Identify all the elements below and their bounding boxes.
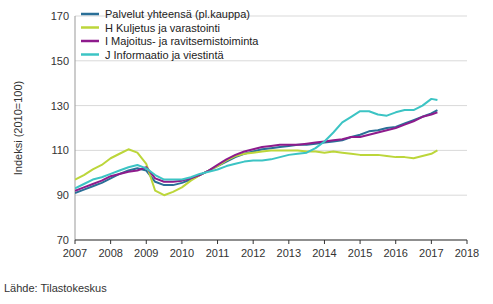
legend-label: H Kuljetus ja varastointi <box>105 22 220 34</box>
legend-label: I Majoitus- ja ravitsemistoiminta <box>105 35 259 47</box>
x-tick-label: 2018 <box>455 247 479 259</box>
x-tick-label: 2011 <box>206 247 230 259</box>
source: Lähde: Tilastokeskus <box>4 282 107 294</box>
chart: 70 90 110 130 150 170 2007 2008 2009 2010 2011 2012… <box>0 0 493 304</box>
x-tick <box>181 240 182 244</box>
x-tick <box>467 240 468 244</box>
x-tick-label: 2017 <box>419 247 443 259</box>
legend-swatch <box>81 40 99 43</box>
x-tick-label: 2016 <box>383 247 407 259</box>
x-tick-label: 2012 <box>241 247 265 259</box>
y-tick-label: 70 <box>57 234 69 246</box>
x-tick-label: 2007 <box>63 247 87 259</box>
series-line <box>75 112 437 190</box>
grid-line <box>75 240 467 241</box>
x-tick-label: 2014 <box>312 247 336 259</box>
grid-line <box>75 105 467 106</box>
x-tick-label: 2010 <box>170 247 194 259</box>
y-tick-label: 130 <box>51 100 69 112</box>
y-axis-label: Indeksi (2010=100) <box>12 81 24 175</box>
x-tick-label: 2008 <box>98 247 122 259</box>
x-tick <box>75 240 76 244</box>
x-tick <box>360 240 361 244</box>
x-tick <box>253 240 254 244</box>
x-tick-label: 2015 <box>348 247 372 259</box>
y-axis <box>75 16 76 240</box>
legend-swatch <box>81 53 99 56</box>
series-line <box>75 99 437 189</box>
x-tick-label: 2009 <box>134 247 158 259</box>
legend-swatch <box>81 26 99 29</box>
legend-swatch <box>81 13 99 16</box>
y-tick-label: 150 <box>51 55 69 67</box>
x-axis <box>75 240 467 241</box>
plot-area <box>75 99 437 195</box>
x-tick <box>395 240 396 244</box>
x-tick-label: 2013 <box>277 247 301 259</box>
legend-label: J Informaatio ja viestintä <box>105 49 224 61</box>
x-tick <box>146 240 147 244</box>
x-tick <box>110 240 111 244</box>
y-tick-label: 90 <box>57 189 69 201</box>
y-tick-label: 170 <box>51 10 69 22</box>
grid-line <box>75 195 467 196</box>
x-tick <box>431 240 432 244</box>
x-tick <box>324 240 325 244</box>
legend-label: Palvelut yhteensä (pl.kauppa) <box>105 8 250 20</box>
x-tick <box>217 240 218 244</box>
x-tick <box>288 240 289 244</box>
y-tick-label: 110 <box>51 144 69 156</box>
